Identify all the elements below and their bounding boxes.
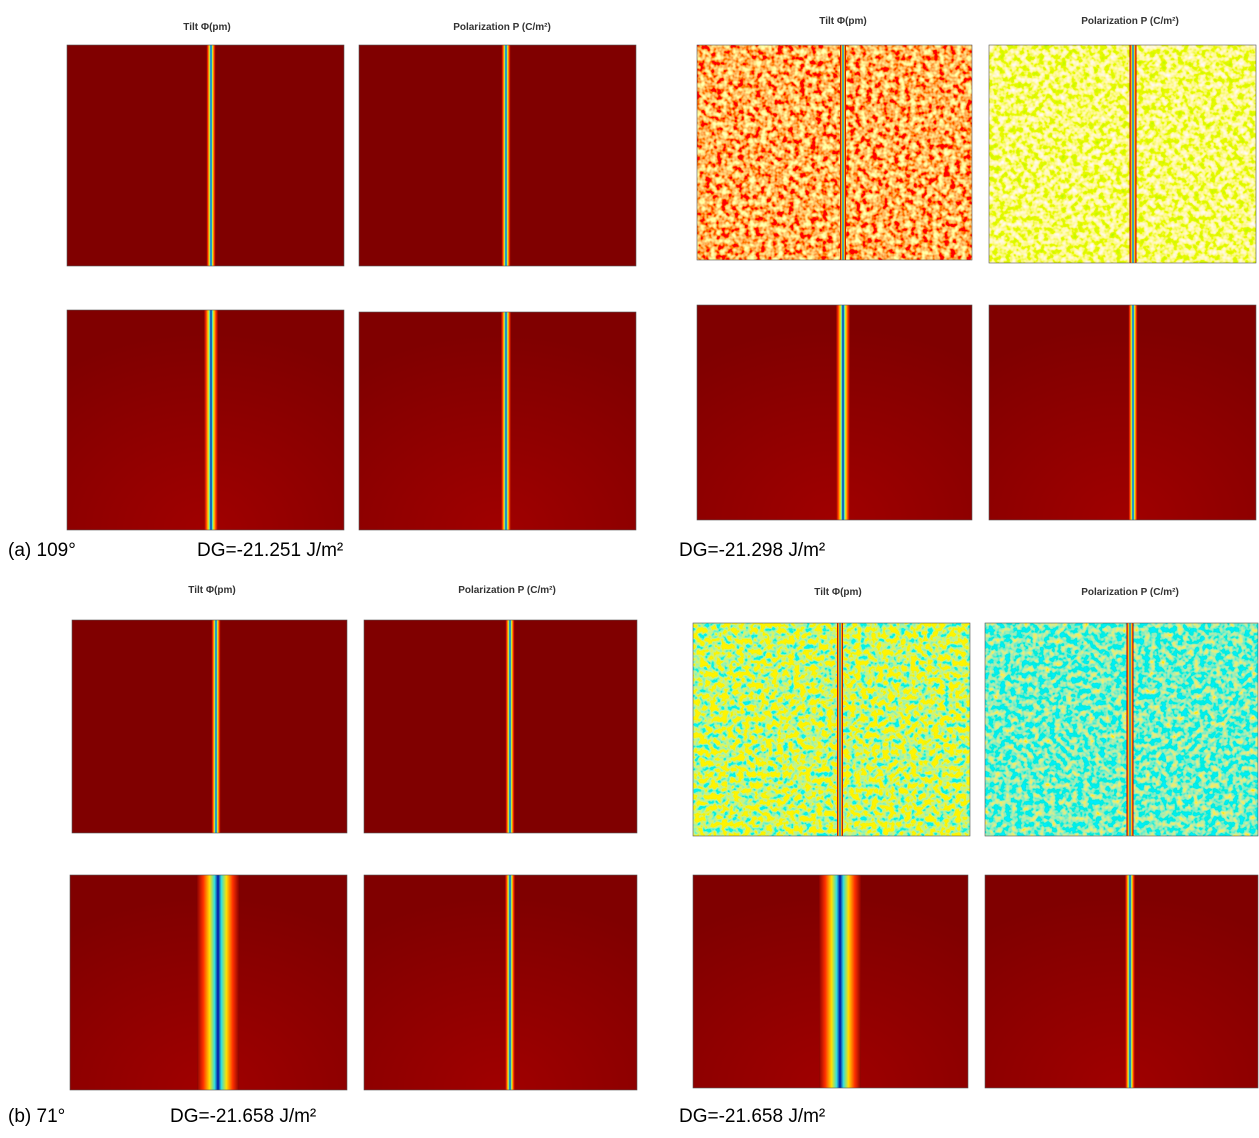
panel-title: Polarization P (C/m²): [1081, 587, 1179, 598]
shading: [697, 305, 972, 520]
domain-wall: [211, 620, 221, 833]
domain-wall: [819, 875, 861, 1088]
domain-wall: [1129, 45, 1137, 263]
domain-wall: [1126, 623, 1134, 836]
panel-background: [359, 45, 636, 266]
group-label: (b) 71°: [8, 1106, 65, 1127]
panel-background: [72, 620, 347, 833]
panel-title: Tilt Φ(pm): [814, 587, 861, 598]
shading: [985, 875, 1258, 1088]
panel-background: [67, 45, 344, 266]
domain-wall: [840, 45, 846, 260]
shading: [364, 875, 637, 1090]
panel-border: [358, 311, 637, 531]
panel-title: Tilt Φ(pm): [819, 16, 866, 27]
domain-wall: [501, 45, 511, 266]
panel-border: [692, 874, 969, 1089]
panel-title: Polarization P (C/m²): [458, 585, 556, 596]
panel-title: Polarization P (C/m²): [453, 22, 551, 33]
energy-label: DG=-21.251 J/m²: [197, 540, 343, 561]
panel-border: [988, 304, 1257, 521]
domain-wall: [206, 45, 216, 266]
domain-wall: [837, 623, 843, 836]
domain-wall: [1128, 305, 1138, 520]
panel-border: [984, 874, 1259, 1089]
panel-border: [66, 44, 345, 267]
energy-label: DG=-21.658 J/m²: [170, 1106, 316, 1127]
panel-border: [66, 309, 345, 531]
domain-wall: [505, 620, 515, 833]
domain-wall: [501, 312, 511, 530]
panel-border: [988, 44, 1257, 264]
noise-field: [985, 623, 1258, 836]
group-label: (a) 109°: [8, 540, 76, 561]
domain-wall: [197, 875, 239, 1090]
energy-label: DG=-21.658 J/m²: [679, 1106, 825, 1127]
shading: [989, 305, 1256, 520]
panel-border: [69, 874, 348, 1091]
panel-border: [692, 622, 971, 837]
noise-field: [989, 45, 1256, 263]
domain-wall: [1125, 875, 1135, 1088]
panel-title: Tilt Φ(pm): [183, 22, 230, 33]
panel-border: [696, 44, 973, 261]
panel-title: Tilt Φ(pm): [188, 585, 235, 596]
noise-field: [697, 45, 972, 260]
panel-background: [364, 620, 637, 833]
noise-field: [693, 623, 970, 836]
shading: [359, 312, 636, 530]
panel-border: [71, 619, 348, 834]
energy-label: DG=-21.298 J/m²: [679, 540, 825, 561]
panel-border: [358, 44, 637, 267]
domain-wall: [836, 305, 850, 520]
domain-wall: [505, 875, 515, 1090]
domain-wall: [204, 310, 218, 530]
panel-border: [363, 874, 638, 1091]
panel-border: [363, 619, 638, 834]
panel-border: [696, 304, 973, 521]
panel-border: [984, 622, 1259, 837]
panel-title: Polarization P (C/m²): [1081, 16, 1179, 27]
